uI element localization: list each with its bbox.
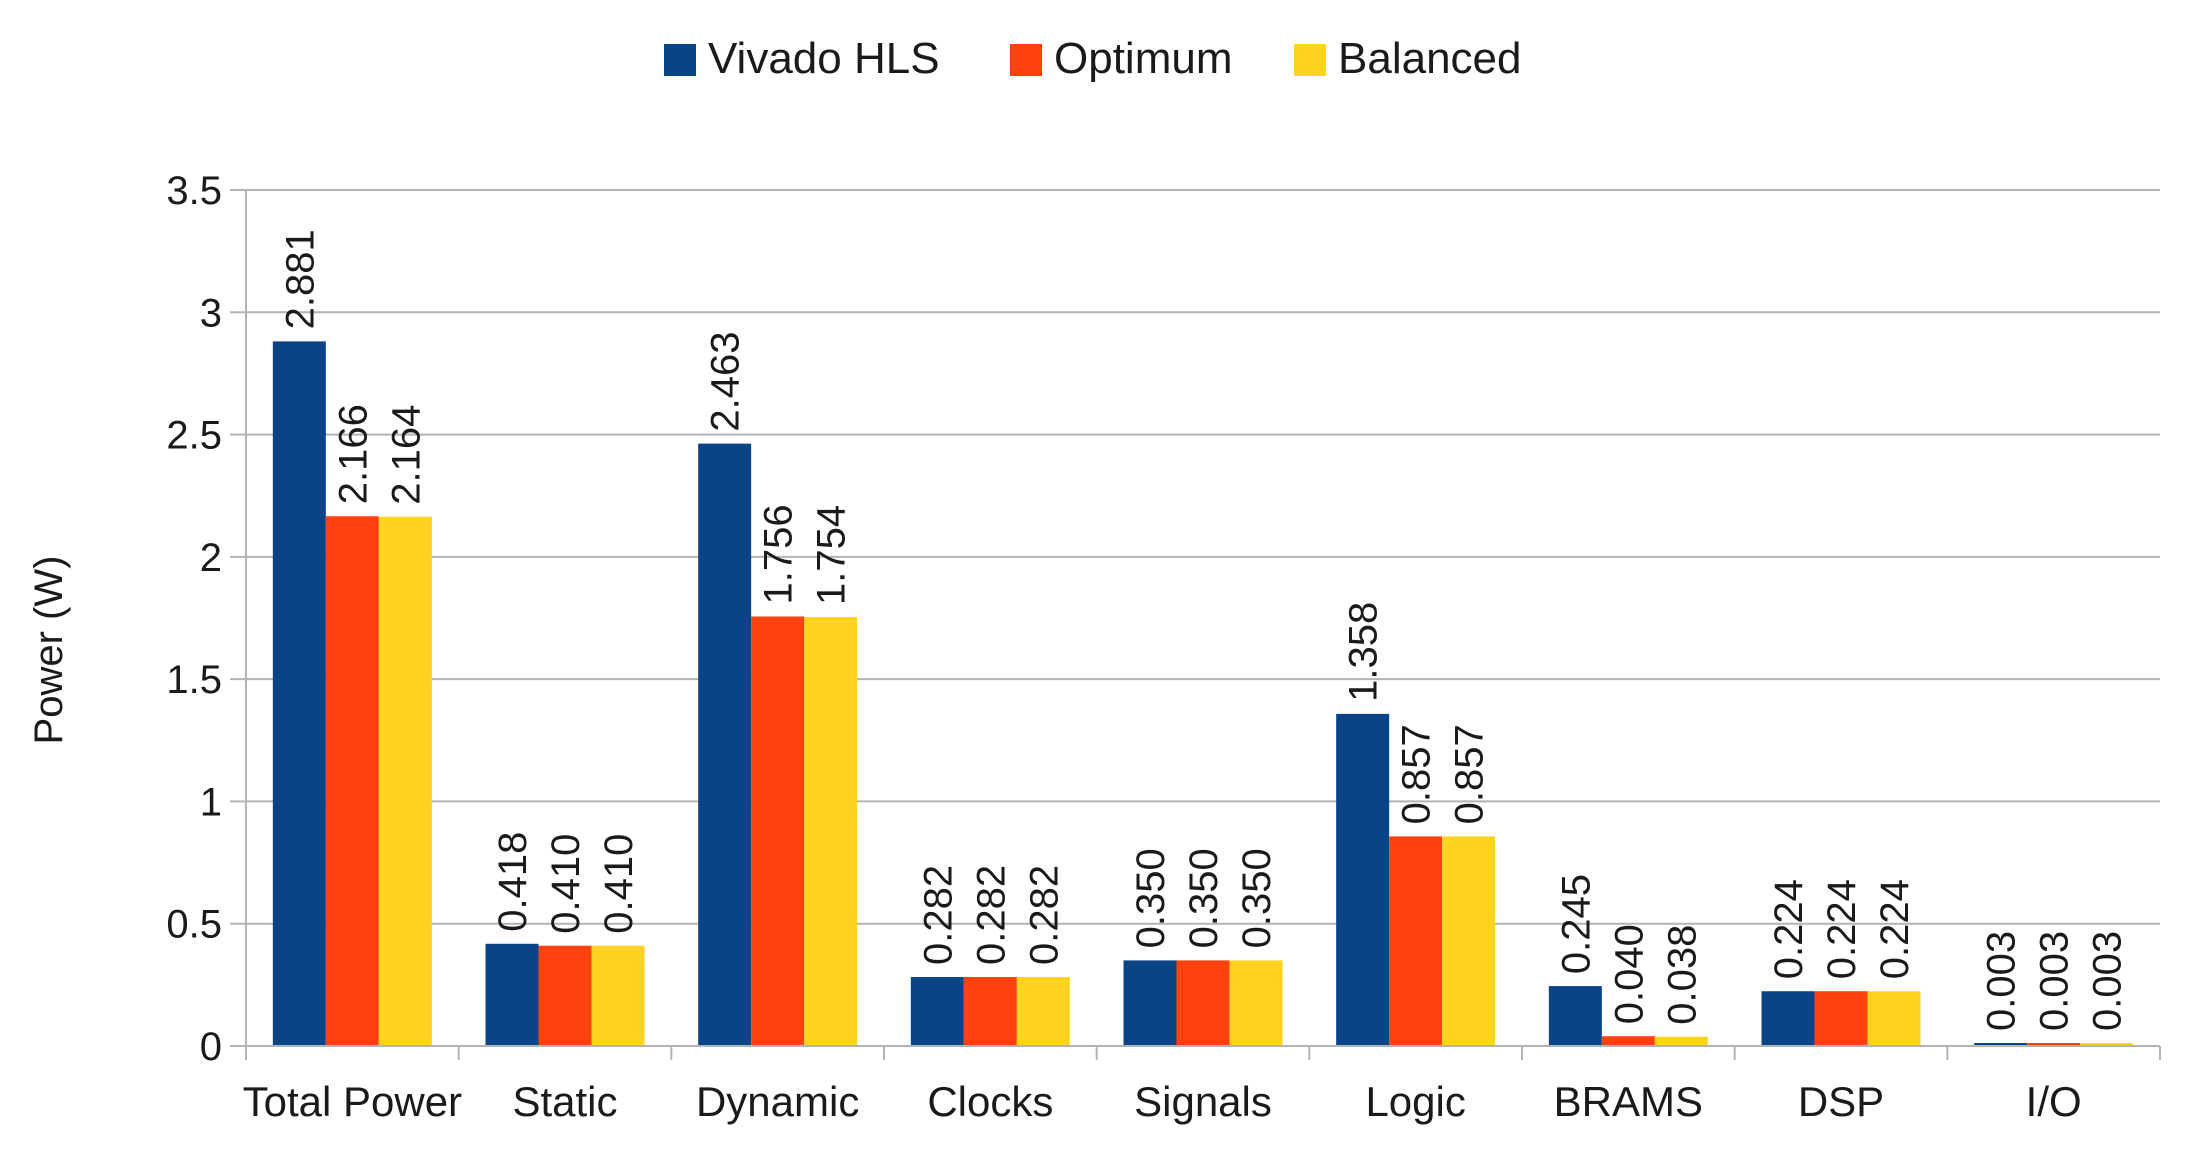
y-tick-label: 3: [200, 291, 222, 335]
category-label: Logic: [1365, 1078, 1465, 1125]
value-label: 0.282: [969, 865, 1013, 965]
bar-optimum: [751, 616, 805, 1046]
bar-balanced: [1654, 1036, 1708, 1046]
value-label: 0.350: [1129, 848, 1173, 948]
bar-optimum: [538, 945, 592, 1046]
value-label: 0.410: [597, 834, 641, 934]
value-label: 0.282: [1022, 865, 1066, 965]
value-label: 0.418: [491, 832, 535, 932]
value-label: 0.410: [544, 834, 588, 934]
category-label: Clocks: [927, 1078, 1053, 1125]
value-label: 0.040: [1607, 924, 1651, 1024]
bars: [272, 341, 2134, 1046]
y-tick-label: 2: [200, 536, 222, 580]
legend-swatch-optimum: [1010, 44, 1042, 76]
value-label: 0.245: [1554, 874, 1598, 974]
category-label: Static: [512, 1078, 617, 1125]
bar-vivado-hls: [1336, 713, 1390, 1046]
value-label: 2.881: [278, 229, 322, 329]
category-label: Total Power: [243, 1078, 462, 1125]
bar-balanced: [591, 945, 645, 1046]
bar-vivado-hls: [1761, 991, 1815, 1046]
value-label: 0.003: [2086, 931, 2130, 1031]
bar-balanced: [2080, 1043, 2134, 1046]
bar-vivado-hls: [485, 943, 539, 1046]
bar-vivado-hls: [1548, 986, 1602, 1046]
value-label: 0.857: [1448, 724, 1492, 824]
bar-balanced: [1867, 991, 1921, 1046]
bar-balanced: [804, 617, 858, 1046]
category-label: Dynamic: [696, 1078, 859, 1125]
y-tick-label: 1.5: [166, 658, 222, 702]
gridlines: [246, 189, 2160, 1047]
bar-optimum: [1389, 836, 1443, 1046]
y-tick-label: 2.5: [166, 414, 222, 458]
y-tick-label: 0: [200, 1025, 222, 1069]
bar-optimum: [1176, 960, 1230, 1046]
legend-label: Balanced: [1338, 34, 1521, 83]
bar-vivado-hls: [1123, 960, 1177, 1046]
bar-balanced: [1442, 836, 1496, 1046]
value-label: 0.003: [1980, 931, 2024, 1031]
y-tick-label: 0.5: [166, 903, 222, 947]
category-label: I/O: [2026, 1078, 2082, 1125]
legend-swatch-vivado-hls: [664, 44, 696, 76]
bar-balanced: [1016, 977, 1070, 1046]
bar-optimum: [963, 977, 1017, 1046]
value-label: 2.166: [331, 404, 375, 504]
value-label: 2.164: [384, 405, 428, 505]
value-label: 0.350: [1235, 848, 1279, 948]
axes: [245, 190, 2160, 1047]
value-label: 0.003: [2033, 931, 2077, 1031]
y-tick-label: 3.5: [166, 169, 222, 213]
legend-label: Vivado HLS: [708, 34, 940, 83]
legend-label: Optimum: [1054, 34, 1232, 83]
x-axis-ticks: Total Power Static Dynamic Clocks Signals Log…: [243, 1046, 2161, 1125]
y-axis-ticks: 0 0.5 1 1.5 2 2.5 3 3.5: [166, 169, 246, 1069]
bar-balanced: [1229, 960, 1283, 1046]
value-label: 1.756: [757, 504, 801, 604]
bar-optimum: [1814, 991, 1868, 1046]
value-label: 2.463: [704, 332, 748, 432]
y-tick-label: 1: [200, 780, 222, 824]
value-label: 1.754: [810, 505, 854, 605]
legend-swatch-balanced: [1294, 44, 1326, 76]
legend: Vivado HLS Optimum Balanced: [664, 34, 1521, 83]
value-label: 1.358: [1342, 602, 1386, 702]
bar-vivado-hls: [698, 443, 752, 1046]
value-label: 0.224: [1767, 879, 1811, 979]
y-axis-title: Power (W): [27, 556, 71, 745]
bar-optimum: [1601, 1036, 1655, 1046]
value-label: 0.038: [1660, 925, 1704, 1025]
bar-vivado-hls: [272, 341, 326, 1046]
value-label: 0.857: [1395, 724, 1439, 824]
category-label: DSP: [1798, 1078, 1884, 1125]
bar-vivado-hls: [1974, 1043, 2028, 1046]
bar-vivado-hls: [910, 977, 964, 1046]
bar-optimum: [325, 516, 379, 1046]
value-label: 0.350: [1182, 848, 1226, 948]
category-label: BRAMS: [1554, 1078, 1703, 1125]
bar-optimum: [2027, 1043, 2081, 1046]
value-label: 0.224: [1820, 879, 1864, 979]
value-label: 0.224: [1873, 879, 1917, 979]
category-label: Signals: [1134, 1078, 1272, 1125]
value-label: 0.282: [916, 865, 960, 965]
bar-balanced: [378, 516, 432, 1046]
